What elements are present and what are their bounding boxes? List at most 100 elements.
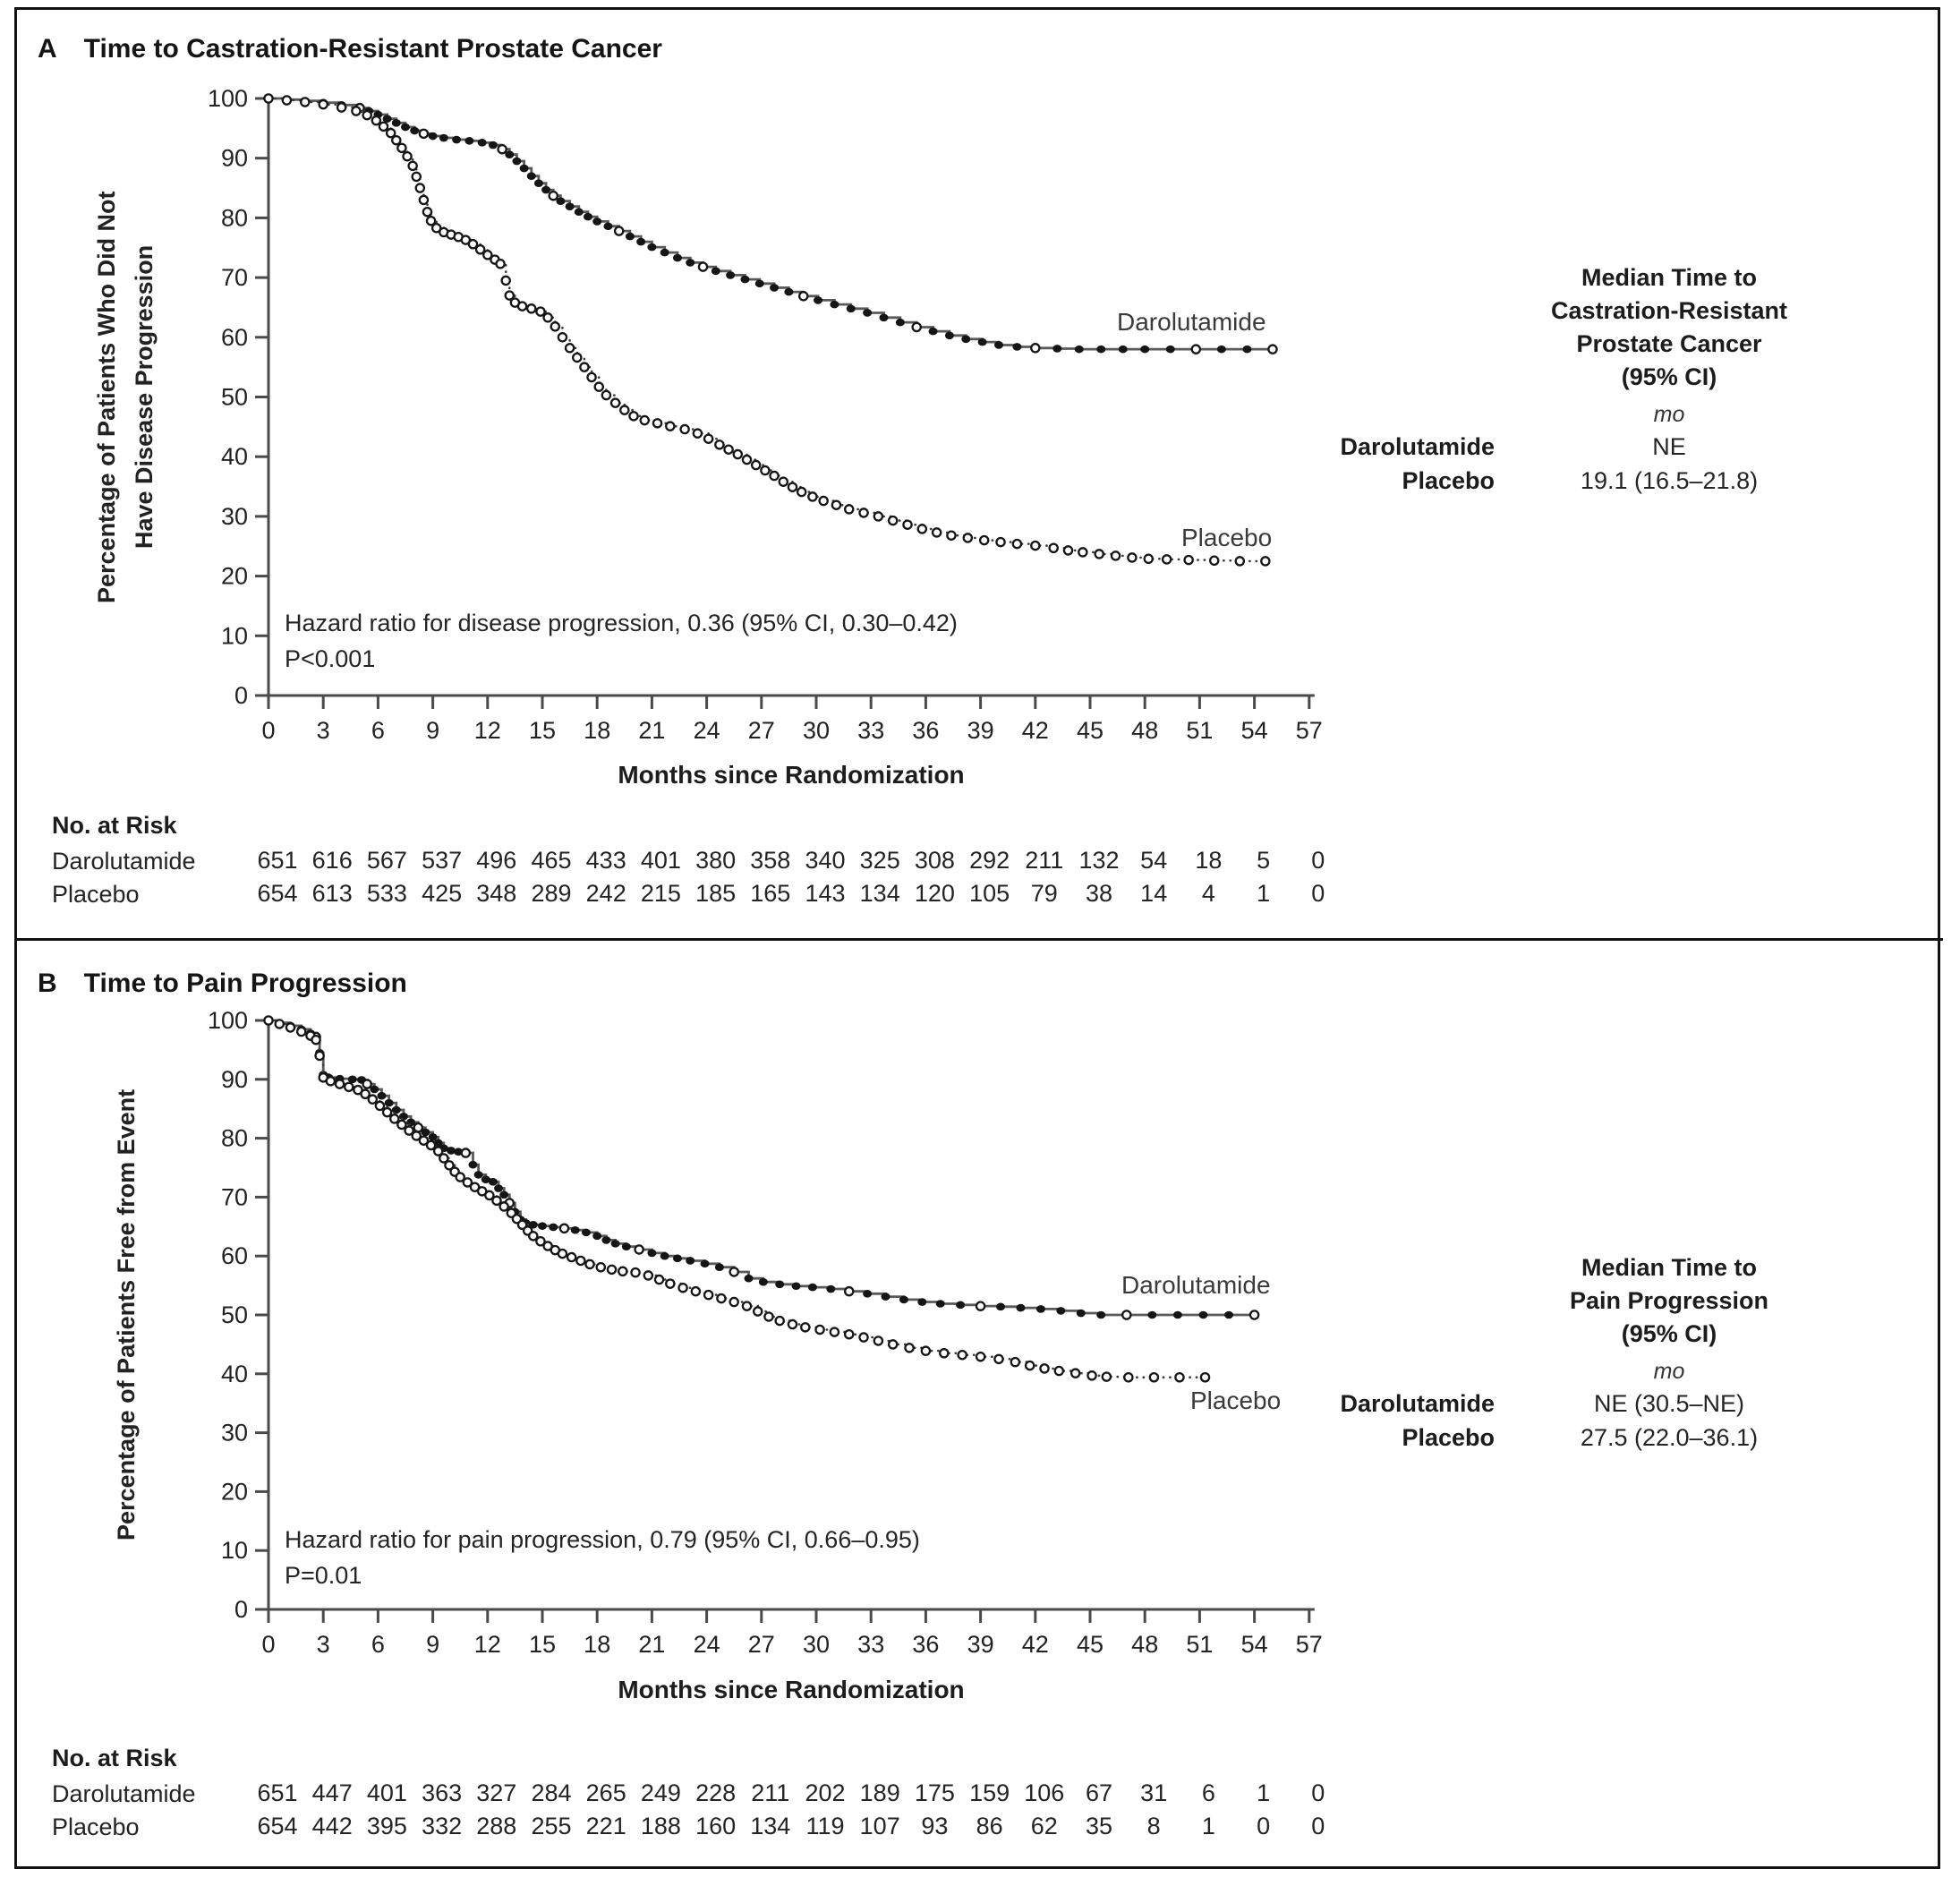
- x-tick-label: 45: [1077, 1631, 1104, 1658]
- marker-open-placebo: [630, 1267, 641, 1278]
- marker-filled-darolutamide: [347, 1075, 357, 1084]
- x-tick-label: 30: [803, 1631, 830, 1658]
- marker-open-placebo: [516, 301, 528, 311]
- marker-open-placebo: [362, 109, 372, 121]
- x-tick-label: 33: [857, 717, 884, 744]
- marker-filled-darolutamide: [879, 313, 889, 322]
- marker-filled-darolutamide: [584, 212, 592, 221]
- marker-open-placebo: [1174, 1371, 1185, 1383]
- marker-open-darolutamide: [843, 1285, 855, 1297]
- marker-open-placebo: [1069, 1368, 1081, 1378]
- risk-value: 340: [805, 847, 845, 874]
- marker-open-placebo: [690, 1285, 702, 1297]
- marker-open-placebo: [482, 250, 493, 260]
- y-tick-label: 40: [221, 443, 248, 470]
- marker-open-placebo: [469, 1182, 481, 1192]
- risk-value: 358: [750, 847, 790, 874]
- marker-filled-darolutamide: [398, 1112, 408, 1121]
- marker-open-placebo: [1161, 554, 1172, 565]
- marker-filled-darolutamide: [1198, 1310, 1208, 1319]
- risk-value: 1: [1257, 880, 1270, 907]
- marker-filled-darolutamide: [499, 1190, 509, 1199]
- marker-open-darolutamide: [634, 1244, 644, 1255]
- marker-open-placebo: [665, 1278, 676, 1289]
- marker-open-placebo: [444, 1160, 455, 1171]
- marker-open-placebo: [281, 95, 293, 106]
- y-tick-label: 0: [234, 1596, 248, 1623]
- panel-b-title-text: Time to Pain Progression: [83, 969, 407, 998]
- marker-filled-darolutamide: [512, 157, 522, 166]
- risk-value: 134: [750, 1813, 790, 1839]
- marker-filled-darolutamide: [556, 197, 566, 206]
- risk-value: 242: [586, 880, 626, 907]
- marker-filled-darolutamide: [899, 1295, 908, 1304]
- x-tick-label: 30: [803, 717, 830, 744]
- marker-open-placebo: [1183, 554, 1194, 566]
- marker-filled-darolutamide: [1165, 345, 1175, 354]
- median-row-value: NE: [1652, 433, 1686, 460]
- marker-filled-darolutamide: [977, 337, 987, 346]
- marker-open-placebo: [491, 1195, 502, 1207]
- risk-value: 537: [422, 847, 462, 874]
- marker-open-placebo: [714, 439, 725, 450]
- median-row-label: Darolutamide: [1340, 1390, 1495, 1417]
- marker-filled-darolutamide: [1035, 1305, 1045, 1313]
- risk-value: 613: [312, 880, 353, 907]
- risk-value: 107: [860, 1813, 900, 1839]
- marker-filled-darolutamide: [791, 1282, 801, 1291]
- x-tick-label: 27: [748, 717, 775, 744]
- marker-open-placebo: [535, 306, 546, 317]
- marker-filled-darolutamide: [384, 1098, 394, 1107]
- marker-open-placebo: [418, 1135, 430, 1146]
- marker-open-placebo: [609, 397, 621, 408]
- marker-open-placebo: [430, 222, 442, 234]
- panel-b-title: B Time to Pain Progression: [38, 969, 407, 999]
- marker-filled-darolutamide: [944, 331, 954, 340]
- marker-filled-darolutamide: [711, 267, 720, 276]
- risk-value: 265: [586, 1779, 626, 1806]
- panel-a-hazard-annotation: Hazard ratio for disease progression, 0.…: [285, 605, 958, 677]
- y-tick-label: 80: [221, 204, 248, 231]
- marker-open-darolutamide: [613, 226, 625, 236]
- risk-value: 215: [641, 880, 681, 907]
- risk-value: 86: [976, 1813, 1003, 1839]
- x-tick-label: 54: [1241, 717, 1268, 744]
- marker-open-placebo: [314, 1050, 325, 1062]
- marker-open-placebo: [800, 1322, 811, 1333]
- risk-value: 0: [1311, 1779, 1325, 1806]
- marker-open-placebo: [411, 1131, 422, 1141]
- marker-open-placebo: [769, 470, 780, 482]
- median-header-line: (95% CI): [1621, 363, 1717, 390]
- marker-open-placebo: [993, 1353, 1004, 1365]
- x-tick-label: 12: [474, 1631, 501, 1658]
- marker-open-darolutamide: [1248, 1310, 1260, 1320]
- x-tick-label: 9: [426, 1631, 439, 1658]
- risk-value: 496: [476, 847, 516, 874]
- marker-open-darolutamide: [697, 261, 709, 272]
- marker-open-placebo: [371, 115, 382, 126]
- panel-b-risk-title: No. at Risk: [52, 1745, 177, 1771]
- marker-filled-darolutamide: [1096, 345, 1106, 354]
- risk-value: 211: [751, 1779, 789, 1806]
- marker-open-placebo: [318, 98, 328, 110]
- marker-open-placebo: [396, 1119, 407, 1131]
- x-tick-label: 36: [912, 1631, 939, 1658]
- marker-filled-darolutamide: [473, 1171, 483, 1179]
- marker-filled-darolutamide: [377, 1091, 387, 1100]
- median-header-line: Prostate Cancer: [1576, 330, 1762, 357]
- marker-open-placebo: [858, 508, 869, 518]
- marker-filled-darolutamide: [826, 1284, 836, 1293]
- risk-value: 189: [860, 1779, 900, 1806]
- marker-open-placebo: [402, 150, 413, 162]
- median-row-placebo: Placebo 19.1 (16.5–21.8): [1289, 467, 1826, 501]
- marker-open-placebo: [476, 1186, 488, 1197]
- marker-open-placebo: [311, 1034, 321, 1045]
- marker-open-placebo: [796, 486, 807, 498]
- x-tick-label: 48: [1131, 1631, 1158, 1658]
- panel-divider: [14, 938, 1943, 941]
- marker-filled-darolutamide: [1096, 1310, 1106, 1319]
- risk-value: 284: [531, 1779, 571, 1806]
- x-tick-label: 21: [638, 1631, 665, 1658]
- y-tick-label: 80: [221, 1125, 248, 1152]
